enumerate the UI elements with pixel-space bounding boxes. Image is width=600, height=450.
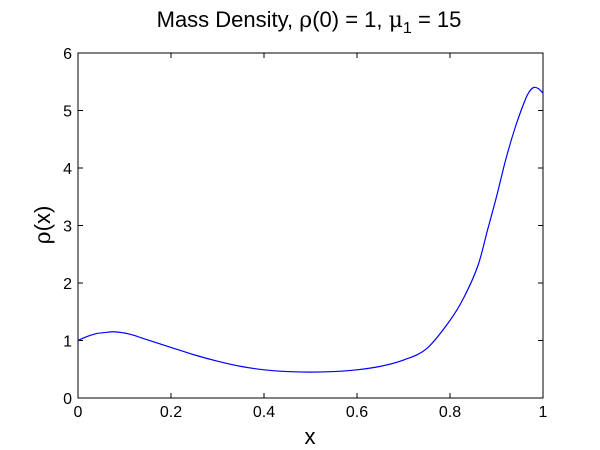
x-tick-label: 1 [539,404,548,421]
chart-title-subscript: 1 [403,20,412,37]
tick-labels: 0 0.2 0.4 0.6 0.8 1 0 1 2 3 4 5 6 [63,46,547,421]
axis-ticks [77,52,544,399]
y-tick-label: 4 [63,161,72,178]
chart-title-part: (0) = 1, [312,7,388,32]
x-tick-label: 0.8 [439,404,461,421]
y-axis-label-part: (x) [30,206,55,232]
x-tick-label: 0.4 [253,404,275,421]
x-tick-label: 0 [74,404,83,421]
x-tick-label: 0.6 [346,404,368,421]
y-axis-label-rho: ρ [31,231,56,244]
x-tick-label: 0.2 [160,404,182,421]
y-tick-label: 0 [63,391,72,408]
chart-title-mu: μ [389,8,403,33]
y-tick-label: 2 [63,276,72,293]
x-axis-label: x [305,424,316,449]
y-axis-label: ρ(x) [30,206,56,245]
y-tick-label: 5 [63,104,72,121]
y-tick-label: 1 [63,334,72,351]
y-tick-label: 3 [63,219,72,236]
density-line [77,86,544,373]
chart-title-part: = 15 [412,7,462,32]
plot-area [77,52,544,399]
chart-title-part: Mass Density, [157,7,300,32]
chart-title-rho: ρ [299,8,312,33]
chart-title: Mass Density, ρ(0) = 1, μ1 = 15 [157,7,462,37]
series-lines [77,86,544,373]
y-tick-label: 6 [63,46,72,63]
